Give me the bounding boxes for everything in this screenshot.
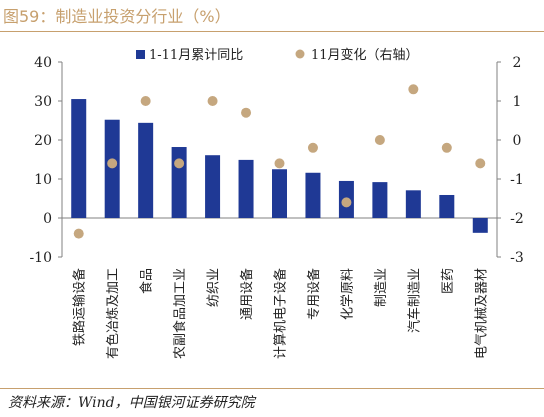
x-category-label: 有色冶炼及加工 <box>105 268 121 359</box>
dot-point <box>475 158 486 169</box>
bar <box>472 218 488 233</box>
right-tick-label: 0 <box>513 133 522 149</box>
dot-point <box>73 228 84 239</box>
dot-point <box>341 197 352 208</box>
right-tick-label: -2 <box>510 211 524 227</box>
left-tick-label: -10 <box>29 250 52 266</box>
right-tick-label: 1 <box>513 94 522 110</box>
legend-dot-label: 11月变化（右轴） <box>311 47 419 63</box>
x-category-label: 农副食品加工业 <box>172 268 188 359</box>
right-tick-label: 2 <box>513 55 522 71</box>
bar-series <box>71 99 488 233</box>
bar <box>372 182 388 218</box>
x-category-label: 纺织业 <box>207 268 222 307</box>
x-category-label: 食品 <box>139 268 155 294</box>
dot-point <box>241 107 252 118</box>
source-note: 资料来源：Wind，中国银河证券研究院 <box>8 395 255 411</box>
dot-point <box>374 135 385 145</box>
dot-point <box>307 142 318 153</box>
left-tick-label: 20 <box>34 133 52 149</box>
x-category-label: 通用设备 <box>239 268 255 320</box>
dot-point <box>140 96 151 106</box>
dot-point <box>408 84 419 95</box>
bar <box>272 169 287 218</box>
source-divider <box>0 388 544 389</box>
legend-dot-swatch <box>295 49 305 59</box>
left-tick-label: 10 <box>34 172 52 188</box>
bar <box>71 99 87 218</box>
dot-point <box>174 158 185 169</box>
right-tick-label: -1 <box>510 172 524 188</box>
x-category-label: 计算机电子设备 <box>273 268 289 359</box>
bar <box>238 159 254 218</box>
bar <box>439 194 455 218</box>
bar <box>171 147 187 218</box>
x-category-label: 医药 <box>441 268 456 294</box>
dot-point <box>107 158 118 169</box>
x-category-label: 化学原料 <box>339 268 355 320</box>
bar <box>104 119 120 218</box>
legend: 1-11月累计同比 11月变化（右轴） <box>136 47 419 63</box>
dot-point <box>441 142 452 153</box>
x-category-label: 铁路运输设备 <box>72 268 88 346</box>
legend-bar-swatch <box>136 50 145 59</box>
dot-point <box>274 158 285 169</box>
x-category-label: 制造业 <box>374 268 389 307</box>
chart-title: 图59：制造业投资分行业（%） <box>3 7 231 26</box>
left-tick-label: 30 <box>34 94 52 110</box>
x-category-label: 专用设备 <box>306 268 322 320</box>
left-tick-label: 0 <box>43 211 52 227</box>
bar <box>205 155 221 218</box>
dot-series <box>73 84 486 239</box>
x-axis-labels: 铁路运输设备 有色冶炼及加工 食品 农副食品加工业 纺织业 通用设备 计算机电子设备 专用设备… <box>72 268 490 359</box>
bar <box>138 122 154 218</box>
bar <box>405 190 421 218</box>
x-category-label: 汽车制造业 <box>406 268 422 333</box>
left-tick-label: 40 <box>34 55 52 71</box>
x-category-label: 电气机械及器材 <box>473 268 489 359</box>
legend-bar-label: 1-11月累计同比 <box>149 48 243 63</box>
title-divider <box>0 31 544 32</box>
right-tick-label: -3 <box>510 250 524 266</box>
bar <box>305 172 321 218</box>
dot-point <box>207 96 218 106</box>
